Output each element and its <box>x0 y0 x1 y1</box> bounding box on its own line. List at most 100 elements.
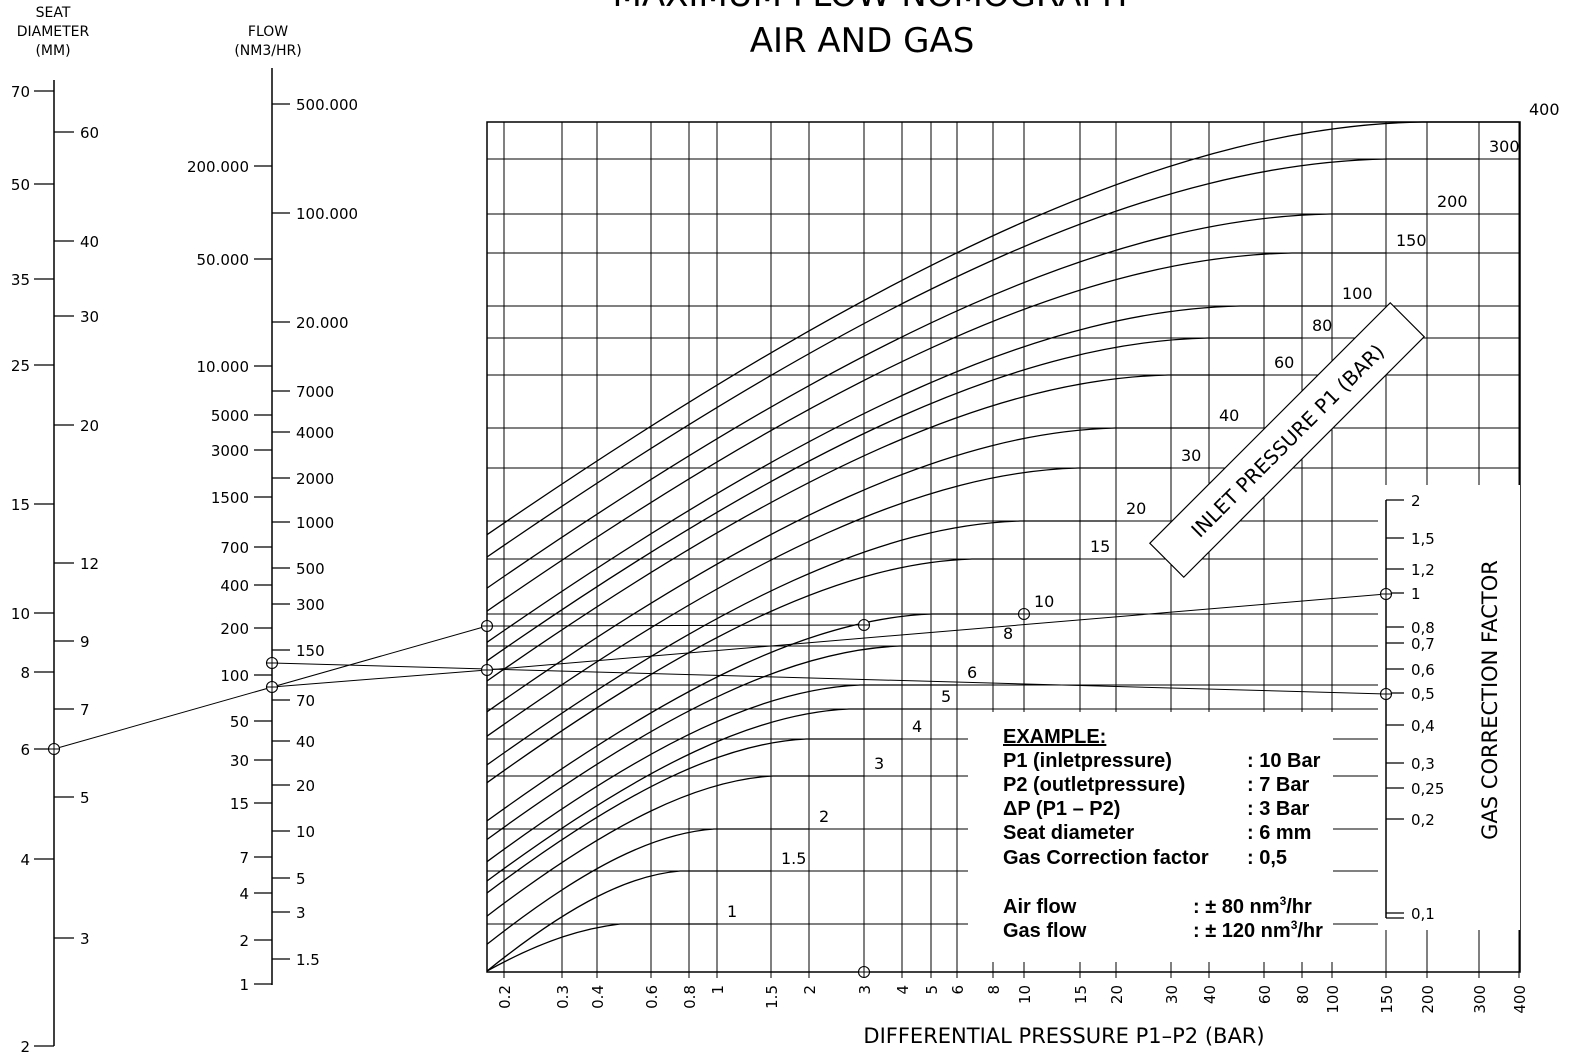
title-line-2: AIR AND GAS <box>750 21 975 61</box>
title-line-1: MAXIMUM FLOW NOMOGRAPH <box>613 0 1128 15</box>
example-row-label: P2 (outletpressure) <box>1003 774 1185 796</box>
flow-tick-label-left: 7 <box>239 849 249 867</box>
pressure-curve <box>486 708 931 882</box>
flow-tick-label-right: 20.000 <box>296 314 349 332</box>
x-tick-label: 3 <box>856 985 874 995</box>
example-construction-line <box>486 624 865 627</box>
flow-tick-label-right: 300 <box>296 596 325 614</box>
flow-tick-label-left: 200.000 <box>187 158 249 176</box>
air-flow-value: : ± 80 nm3/hr <box>1193 894 1312 918</box>
flow-tick-label-left: 10.000 <box>197 358 250 376</box>
example-row-label: Seat diameter <box>1003 822 1134 844</box>
pressure-curve <box>486 252 1386 612</box>
seat-tick-label-left: 2 <box>20 1038 30 1056</box>
x-tick-label: 8 <box>985 985 1003 995</box>
pressure-curve <box>486 775 864 917</box>
air-flow-label: Air flow <box>1003 896 1077 918</box>
flow-tick-label-right: 500 <box>296 560 325 578</box>
seat-tick-label-right: 7 <box>80 701 90 719</box>
example-row-value: : 7 Bar <box>1247 774 1309 796</box>
pressure-curve <box>486 923 717 972</box>
flow-tick-label-right: 20 <box>296 777 315 795</box>
seat-header-3: (MM) <box>35 43 70 59</box>
seat-tick-label-right: 40 <box>80 233 99 251</box>
x-tick-label: 0.3 <box>554 985 572 1009</box>
pressure-curve <box>486 158 1479 558</box>
pressure-curve <box>486 870 771 972</box>
x-axis-title: DIFFERENTIAL PRESSURE P1–P2 (BAR) <box>863 1024 1264 1048</box>
flow-tick-label-left: 200 <box>220 620 249 638</box>
curve-label: 150 <box>1396 231 1427 250</box>
gas-tick-label: 0,7 <box>1411 635 1435 653</box>
seat-tick-label-left: 35 <box>11 271 30 289</box>
x-tick-label: 80 <box>1294 985 1312 1004</box>
pressure-curve <box>486 427 1209 713</box>
flow-tick-label-left: 4 <box>239 885 249 903</box>
seat-tick-label-left: 15 <box>11 496 30 514</box>
flow-tick-label-left: 700 <box>220 539 249 557</box>
flow-tick-label-right: 150 <box>296 642 325 660</box>
seat-tick-label-left: 6 <box>20 741 30 759</box>
example-row-label: P1 (inletpressure) <box>1003 750 1172 772</box>
example-row-value: : 0,5 <box>1247 847 1287 869</box>
seat-tick-label-left: 70 <box>11 83 30 101</box>
curve-label: 400 <box>1529 100 1560 119</box>
flow-tick-label-left: 2 <box>239 932 249 950</box>
pressure-curve <box>486 374 1264 682</box>
flow-header-2: (NM3/HR) <box>234 43 301 59</box>
gas-flow-value: : ± 120 nm3/hr <box>1193 918 1323 942</box>
pressure-curve <box>486 684 957 863</box>
seat-header-1: SEAT <box>36 5 71 21</box>
x-tick-label: 60 <box>1256 985 1274 1004</box>
curve-label: 60 <box>1274 353 1294 372</box>
curve-label: 6 <box>967 663 977 682</box>
flow-tick-label-right: 4000 <box>296 424 334 442</box>
x-tick-label: 300 <box>1471 985 1489 1014</box>
gas-tick-label: 2 <box>1411 492 1421 510</box>
curve-label: 200 <box>1437 192 1468 211</box>
flow-tick-label-left: 1500 <box>211 489 249 507</box>
flow-tick-label-right: 3 <box>296 904 306 922</box>
pressure-curve <box>486 520 1116 766</box>
x-tick-label: 15 <box>1072 985 1090 1004</box>
curve-label: 300 <box>1489 137 1520 156</box>
flow-tick-label-right: 40 <box>296 733 315 751</box>
x-tick-label: 150 <box>1378 985 1396 1014</box>
flow-tick-label-right: 70 <box>296 692 315 710</box>
x-tick-label: 400 <box>1511 985 1529 1014</box>
x-tick-label: 30 <box>1163 985 1181 1004</box>
example-row-label: ΔP (P1 – P2) <box>1003 798 1120 820</box>
curve-label: 40 <box>1219 406 1239 425</box>
example-construction-line <box>271 669 488 688</box>
curve-label: 8 <box>1003 624 1013 643</box>
gas-tick-label: 1,2 <box>1411 561 1435 579</box>
flow-tick-label-right: 7000 <box>296 383 334 401</box>
flow-tick-label-left: 100 <box>220 667 249 685</box>
pressure-curve <box>486 467 1171 737</box>
pressure-curve <box>486 558 1080 784</box>
x-tick-label: 5 <box>923 985 941 995</box>
curve-label: 100 <box>1342 284 1373 303</box>
flow-tick-label-right: 1.5 <box>296 951 320 969</box>
gas-tick-label: 0,25 <box>1411 780 1444 798</box>
curve-label: 1 <box>727 902 737 921</box>
gas-tick-label: 0,6 <box>1411 661 1435 679</box>
seat-tick-label-right: 30 <box>80 308 99 326</box>
x-tick-label: 6 <box>949 985 967 995</box>
flow-tick-label-left: 30 <box>230 752 249 770</box>
curve-label: 80 <box>1312 316 1332 335</box>
pressure-curve <box>486 828 809 945</box>
gas-tick-label: 1,5 <box>1411 530 1435 548</box>
example-construction-line <box>486 593 1387 671</box>
seat-tick-label-left: 8 <box>20 664 30 682</box>
example-row-value: : 6 mm <box>1247 822 1311 844</box>
curve-label: 2 <box>819 807 829 826</box>
gas-tick-label: 0,2 <box>1411 811 1435 829</box>
flow-tick-label-right: 100.000 <box>296 205 358 223</box>
seat-tick-label-right: 5 <box>80 789 90 807</box>
gas-tick-label: 0,8 <box>1411 619 1435 637</box>
gas-flow-label: Gas flow <box>1003 920 1087 942</box>
flow-tick-label-left: 400 <box>220 577 249 595</box>
curve-label: 1.5 <box>781 849 806 868</box>
